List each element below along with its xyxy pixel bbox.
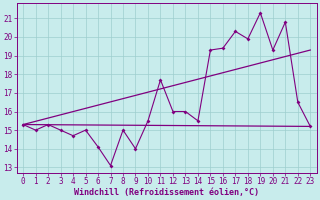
X-axis label: Windchill (Refroidissement éolien,°C): Windchill (Refroidissement éolien,°C) [74,188,259,197]
